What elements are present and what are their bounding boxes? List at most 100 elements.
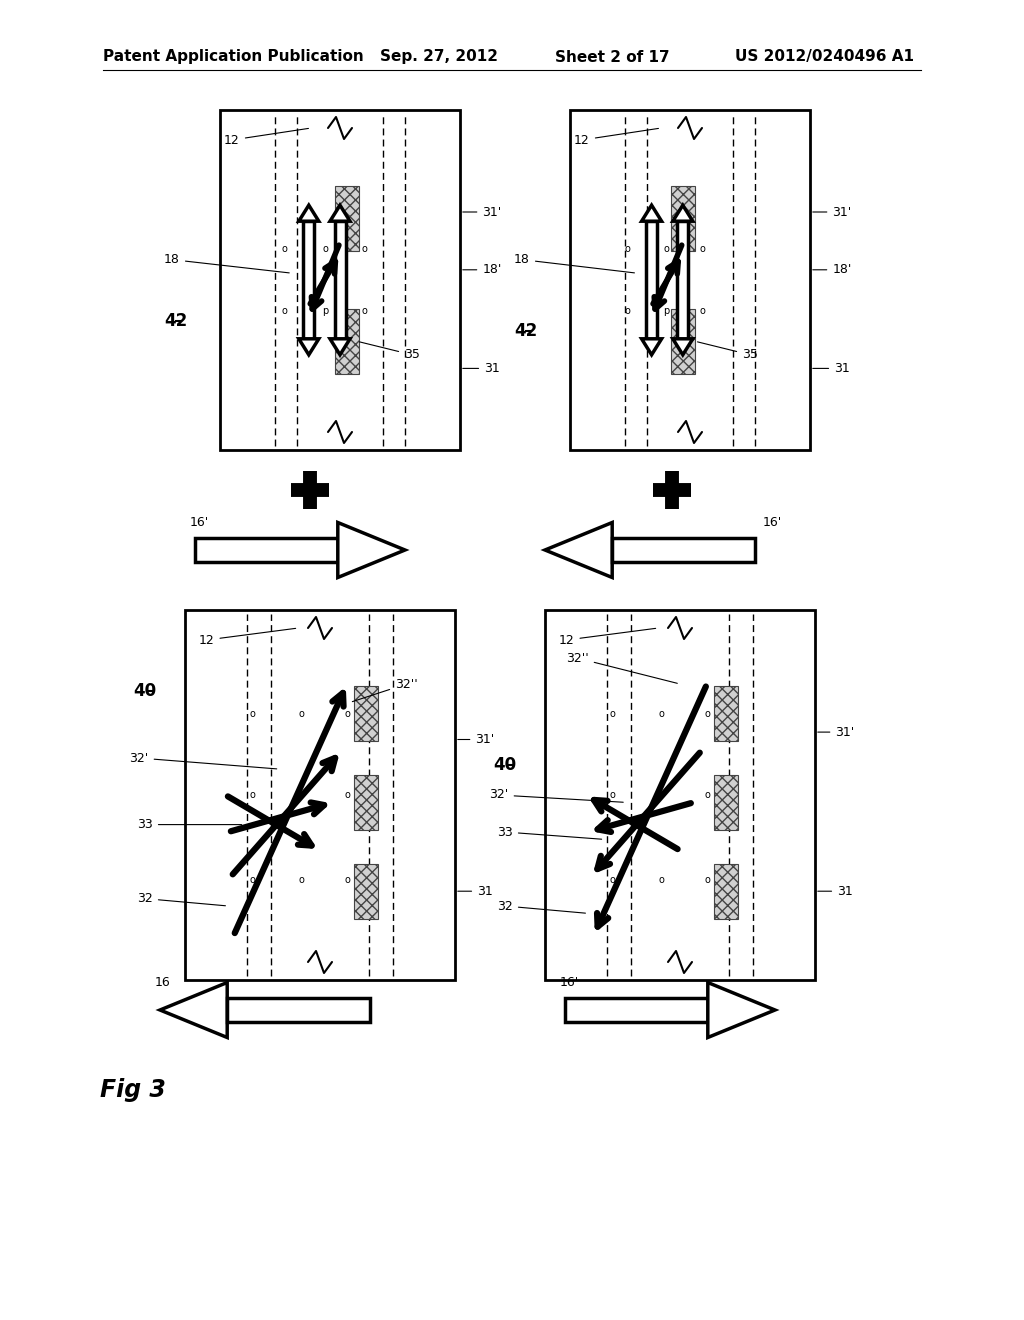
Bar [671,186,695,251]
Bar [714,686,738,741]
Text: 18': 18' [463,263,502,276]
Text: o: o [282,244,288,255]
Text: 32'': 32'' [352,677,418,702]
Text: 12: 12 [574,128,658,147]
Text: 31': 31' [463,206,502,219]
Text: 32: 32 [137,892,225,906]
Polygon shape [330,205,350,222]
Text: 40: 40 [493,756,516,775]
Polygon shape [642,339,662,355]
Text: 31': 31' [813,206,852,219]
Text: 35: 35 [359,342,420,362]
Text: 31': 31' [458,733,495,746]
Text: 12: 12 [224,128,308,147]
Text: Fig 3: Fig 3 [100,1078,166,1102]
Text: 33: 33 [137,818,242,832]
Text: 32': 32' [129,751,276,768]
Text: 40: 40 [133,682,156,701]
Text: US 2012/0240496 A1: US 2012/0240496 A1 [735,49,914,65]
Text: p: p [323,306,329,315]
Text: o: o [658,709,664,718]
Text: o: o [250,709,255,718]
Text: p: p [663,306,669,315]
Text: 31: 31 [463,362,500,375]
Bar [335,186,359,251]
Text: o: o [250,789,255,800]
Text: o: o [344,875,350,886]
Bar [335,222,345,339]
Bar [714,775,738,830]
Text: 18': 18' [813,263,852,276]
Text: 35: 35 [697,342,758,362]
Bar [545,610,815,979]
Bar [354,775,378,830]
Bar [354,863,378,919]
Bar [335,309,359,374]
Text: o: o [625,244,631,255]
Text: o: o [699,244,705,255]
Text: o: o [658,875,664,886]
Text: 31: 31 [458,884,493,898]
Text: 32'': 32'' [566,652,677,684]
Text: o: o [705,709,710,718]
Text: 42: 42 [514,322,538,341]
Bar [677,222,688,339]
Text: 16: 16 [155,975,171,989]
Text: 32': 32' [489,788,624,803]
Polygon shape [673,339,693,355]
Text: Patent Application Publication: Patent Application Publication [103,49,364,65]
Bar [185,610,455,979]
Text: 18: 18 [514,253,635,273]
Text: o: o [361,244,367,255]
Polygon shape [330,339,350,355]
Text: o: o [609,875,615,886]
Polygon shape [299,339,318,355]
Text: 42: 42 [164,312,187,330]
Text: 12: 12 [199,628,296,647]
Text: 18: 18 [164,253,289,273]
Text: o: o [323,244,329,255]
Bar [565,998,708,1022]
Text: o: o [625,306,631,315]
Text: Sep. 27, 2012: Sep. 27, 2012 [380,49,498,65]
Text: o: o [664,244,669,255]
Polygon shape [338,523,406,578]
Bar [646,222,657,339]
Text: 31: 31 [813,362,850,375]
Text: o: o [658,789,664,800]
Polygon shape [642,205,662,222]
Bar [570,110,810,450]
Text: o: o [282,306,288,315]
Bar [671,309,695,374]
Text: o: o [344,709,350,718]
Text: o: o [298,875,304,886]
Bar [303,222,314,339]
Text: o: o [298,789,304,800]
Text: o: o [250,875,255,886]
Text: 16': 16' [763,516,782,528]
Text: o: o [705,789,710,800]
Polygon shape [160,982,227,1038]
Text: 31': 31' [818,726,855,739]
Text: 31: 31 [818,884,853,898]
Polygon shape [545,523,612,578]
Text: o: o [361,306,367,315]
Text: 16': 16' [560,975,580,989]
Text: 12: 12 [559,628,655,647]
Text: 16': 16' [190,516,209,528]
Polygon shape [299,205,318,222]
Text: o: o [699,306,705,315]
Text: Sheet 2 of 17: Sheet 2 of 17 [555,49,670,65]
Text: o: o [609,789,615,800]
Bar [220,110,460,450]
Bar [612,539,755,561]
Text: o: o [344,789,350,800]
Bar [227,998,370,1022]
Bar [714,863,738,919]
Text: o: o [298,709,304,718]
Text: 32: 32 [497,899,586,913]
Text: o: o [609,709,615,718]
Bar [195,539,338,561]
Bar [354,686,378,741]
Polygon shape [673,205,693,222]
